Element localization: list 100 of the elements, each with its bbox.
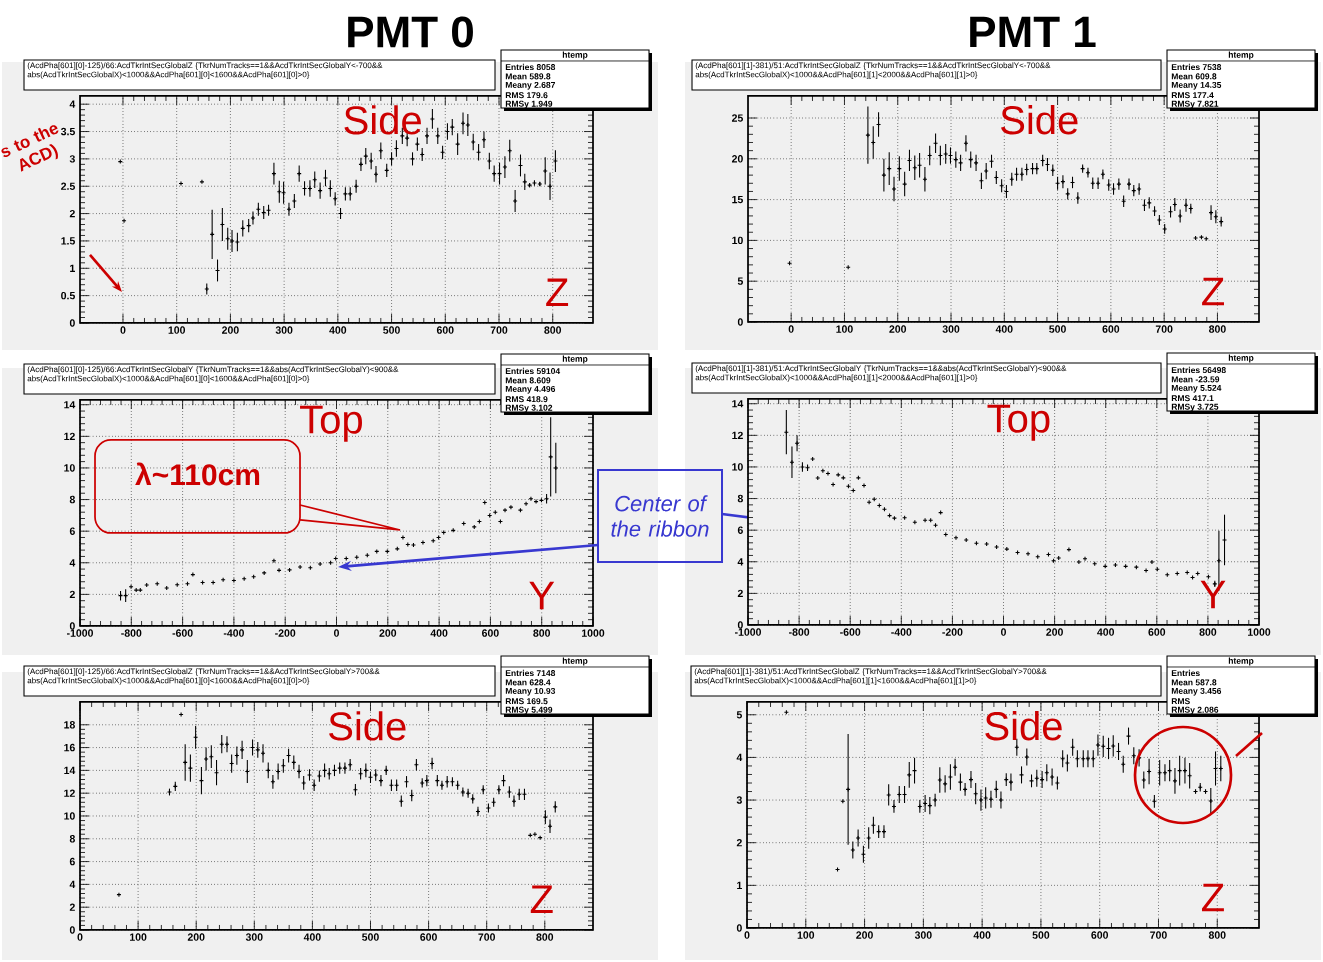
y-tick-label: 10	[732, 236, 743, 245]
annotation: RMSy 1.949	[505, 100, 553, 109]
x-tick-label: -800	[121, 629, 142, 637]
chart-title: (AcdPha[601][0]-125)/66:AcdTkrIntSecGlobalZ {TkrNumTracks==1&&AcdTkrIntSecGlobalY>700&&abs(AcdTkrIntSecGlobalX)<1000&&AcdPha[601][0]<1600&&AcdPha[601][0]>0}	[27, 668, 380, 685]
chart-subtitle: PMT 0	[348, 16, 473, 48]
annotation: RMS 417.1	[1171, 395, 1214, 402]
annotation: RMSy 7.821	[1171, 100, 1219, 109]
y-tick-label: 4	[69, 100, 76, 108]
y-tick-label: 3	[69, 155, 75, 163]
annotation: Z	[546, 278, 569, 307]
x-tick-label: 200	[187, 933, 205, 941]
text: Meany 10.93	[505, 687, 556, 696]
chart-title: (AcdPha[601][0]-125)/66:AcdTkrIntSecGlobalZ {TkrNumTracks==1&&AcdTkrIntSecGlobalY<-700&&abs(AcdTkrIntSecGlobalX)<1000&&AcdPha[601][0]<1600&&AcdPha[601][0]>0}	[27, 62, 383, 79]
annotation: Side	[344, 105, 421, 135]
x-tick-label: 400	[329, 326, 347, 334]
y-tick-label: 12	[64, 432, 75, 440]
x-tick-label: 0	[1001, 628, 1007, 636]
y-tick-label: 2	[69, 209, 75, 218]
annotation: RMSy 3.725	[1171, 403, 1219, 412]
x-tick-label: 800	[1208, 931, 1226, 939]
text: Meany 2.687	[505, 81, 556, 90]
x-tick-label: 100	[836, 325, 853, 333]
x-tick-label: 0	[788, 325, 794, 333]
y-tick-label: 0	[69, 622, 75, 630]
y-tick-label: 10	[732, 463, 743, 471]
x-tick-label: 800	[1199, 628, 1217, 636]
text: Meany 3.456	[1171, 687, 1222, 696]
annotation: RMS	[1171, 698, 1190, 705]
x-tick-label: -400	[891, 628, 912, 636]
text: Entries	[1171, 669, 1200, 677]
annotation: Z	[1202, 277, 1224, 306]
y-tick-label: 5	[736, 711, 742, 719]
annotation: Y	[1200, 580, 1226, 609]
y-tick-label: 12	[64, 789, 75, 797]
y-tick-label: 6	[737, 526, 743, 534]
y-tick-label: 5	[737, 277, 743, 285]
y-tick-label: 2	[69, 903, 75, 911]
y-tick-label: 20	[731, 155, 743, 163]
y-tick-label: 15	[732, 195, 743, 204]
y-tick-label: 14	[64, 401, 76, 409]
annotation: Top	[987, 404, 1050, 441]
text: Mean 587.8	[1171, 679, 1217, 686]
x-tick-label: 400	[995, 325, 1013, 333]
chart-title: (AcdPha[601][0]-125)/66:AcdTkrIntSecGlobalY {TkrNumTracks==1&&abs(AcdTkrIntSecGlobalY)<900&&abs(AcdTkrIntSecGlobalX)<1000&&AcdPha[601][0]<1600&&AcdPha[601][0]>0}	[27, 366, 399, 383]
x-tick-label: -600	[172, 629, 193, 637]
y-tick-label: 4	[736, 753, 743, 762]
x-tick-label: 200	[889, 325, 907, 333]
annotation: RMS 418.9	[505, 396, 548, 403]
x-tick-label: 600	[482, 629, 499, 637]
x-tick-label: 100	[130, 933, 147, 941]
y-tick-label: 8	[737, 494, 743, 503]
x-tick-label: 600	[1102, 325, 1120, 333]
y-tick-label: 4	[69, 559, 76, 567]
text: htemp	[562, 51, 588, 60]
x-tick-label: 300	[275, 326, 293, 334]
annotation: RMS 179.6	[505, 92, 548, 99]
x-tick-label: -1000	[66, 629, 94, 637]
text: Mean -23.59	[1171, 376, 1220, 383]
annotation: Side	[985, 711, 1062, 741]
x-tick-label: 0	[77, 933, 83, 941]
x-tick-label: 300	[914, 931, 932, 939]
x-tick-label: 200	[222, 326, 239, 334]
x-tick-label: 500	[1032, 931, 1050, 939]
y-tick-label: 3.5	[60, 127, 75, 136]
x-tick-label: 300	[942, 325, 960, 333]
y-tick-label: 0	[737, 621, 743, 629]
y-tick-label: 2	[737, 589, 743, 598]
chart-subtitle: PMT 1	[970, 16, 1096, 48]
x-tick-label: 400	[303, 933, 321, 941]
x-tick-label: -200	[275, 629, 296, 637]
x-tick-label: 700	[1155, 325, 1173, 333]
x-tick-label: 600	[1148, 628, 1166, 636]
annotation: Side	[329, 711, 406, 741]
text: s to the ACD)	[1, 125, 59, 172]
text: Meany 4.496	[505, 385, 556, 394]
x-tick-label: 700	[1150, 931, 1167, 939]
x-tick-label: 1000	[581, 629, 605, 637]
y-tick-label: 2	[69, 590, 75, 599]
text: htemp	[1228, 657, 1254, 666]
x-tick-label: 400	[1097, 628, 1115, 636]
x-tick-label: -1000	[734, 628, 762, 636]
text: Entries 7538	[1171, 63, 1222, 71]
annotation: Top	[300, 405, 362, 442]
y-tick-label: 0	[737, 318, 743, 326]
x-tick-label: 0	[120, 326, 126, 334]
x-tick-label: 600	[1091, 931, 1109, 939]
y-tick-label: 2	[736, 839, 742, 847]
text: htemp	[1228, 51, 1254, 60]
y-tick-label: 10	[64, 464, 75, 472]
y-tick-label: 1	[737, 881, 742, 889]
y-tick-label: 0	[69, 319, 75, 327]
annotation: λ~110cm	[135, 462, 260, 486]
text: Meany 14.35	[1171, 81, 1222, 90]
x-tick-label: 800	[1209, 325, 1226, 333]
chart-title: (AcdPha[601][1]-381)/51:AcdTkrIntSecGlobalY {TkrNumTracks==1&&abs(AcdTkrIntSecGlobalY)<900&&abs(AcdTkrIntSecGlobalX)<1000&&AcdPha[601][1]<2000&&AcdPha[601][1]>0}	[695, 365, 1067, 382]
y-tick-label: 14	[732, 400, 744, 408]
x-tick-label: -400	[223, 629, 244, 637]
text: htemp	[562, 657, 588, 666]
x-tick-label: 100	[797, 931, 815, 939]
y-tick-label: 10	[64, 812, 75, 820]
